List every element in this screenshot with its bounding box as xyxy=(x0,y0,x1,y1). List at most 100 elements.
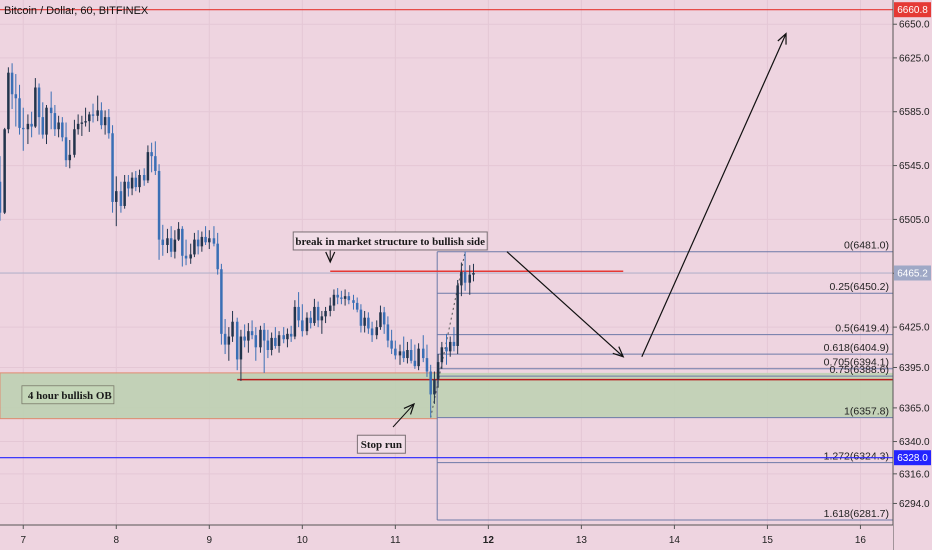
candle-body xyxy=(157,170,161,240)
price-tick-label: 6294.0 xyxy=(899,499,930,510)
candle-body xyxy=(231,321,234,337)
candle-body xyxy=(309,317,312,324)
candle-body xyxy=(3,129,6,213)
candle-body xyxy=(282,335,285,340)
candle-body xyxy=(286,333,289,340)
candle-body xyxy=(127,181,130,189)
candle-body xyxy=(88,114,91,122)
candle-body xyxy=(154,156,157,171)
candle-body xyxy=(107,117,111,134)
candle-body xyxy=(53,113,57,130)
candle-body xyxy=(80,122,84,124)
candle-body xyxy=(235,321,239,360)
candle-body xyxy=(289,333,293,337)
candle-body xyxy=(200,236,204,247)
candle-body xyxy=(73,129,76,155)
candle-body xyxy=(421,348,425,359)
candle-body xyxy=(18,98,21,128)
price-marker-badge xyxy=(894,265,931,281)
price-tick-label: 6585.0 xyxy=(899,107,930,118)
candle-body xyxy=(293,306,297,337)
candle-body xyxy=(274,337,277,346)
candle-body xyxy=(22,127,25,130)
candle-body xyxy=(91,114,95,116)
candle-body xyxy=(340,297,343,299)
candle-body xyxy=(270,337,273,350)
candle-body xyxy=(150,152,153,157)
candle-body xyxy=(161,239,165,245)
candle-body xyxy=(61,122,64,138)
candle-body xyxy=(301,320,304,332)
candle-body xyxy=(347,296,351,301)
price-marker-label: 6660.8 xyxy=(897,5,928,16)
candle-body xyxy=(468,274,472,283)
candle-body xyxy=(189,254,192,259)
candle-body xyxy=(184,255,188,259)
candle-body xyxy=(10,72,14,95)
fib-level-label: 0.5(6419.4) xyxy=(835,323,889,335)
candle-body xyxy=(440,347,444,363)
order-block-label-box xyxy=(21,385,115,405)
price-tick-label: 6425.0 xyxy=(899,323,930,334)
candle-body xyxy=(227,336,231,345)
annotation-box xyxy=(292,231,488,251)
candle-body xyxy=(146,152,150,181)
candle-body xyxy=(49,107,53,114)
candle-body xyxy=(57,122,60,130)
candle-body xyxy=(103,117,107,126)
time-axis-panel[interactable] xyxy=(0,525,893,550)
annotation-box xyxy=(356,434,406,454)
time-tick-label: 12 xyxy=(483,535,495,546)
candle-body xyxy=(243,336,246,341)
candle-body xyxy=(359,309,363,326)
time-tick-label: 13 xyxy=(576,535,588,546)
price-tick-label: 6365.0 xyxy=(899,403,930,414)
candle-body xyxy=(433,379,436,395)
horizontal-levels xyxy=(0,9,893,459)
candle-body xyxy=(34,87,37,127)
fib-level-label: 0.618(6404.9) xyxy=(824,342,889,354)
candle-body xyxy=(239,336,243,360)
candle-body xyxy=(367,317,370,329)
candle-body xyxy=(398,351,402,356)
candle-body xyxy=(119,191,123,206)
candle-body xyxy=(208,238,211,243)
price-tick-label: 6545.0 xyxy=(899,161,930,172)
candle-body xyxy=(452,341,456,346)
time-tick-label: 7 xyxy=(20,535,26,546)
candle-body xyxy=(332,294,336,306)
chart-title: Bitcoin / Dollar, 60, BITFINEX xyxy=(4,5,149,17)
fib-level-label: 1(6357.8) xyxy=(844,406,889,418)
candle-body xyxy=(30,123,33,127)
fib-trend-line xyxy=(430,251,466,418)
candle-body xyxy=(254,335,258,348)
candle-body xyxy=(14,94,18,99)
time-tick-label: 9 xyxy=(207,535,213,546)
fib-level-label: 0.705(6394.1) xyxy=(824,357,889,369)
candle-body xyxy=(409,350,413,361)
candle-body xyxy=(138,175,141,188)
stop-run-arrow-head xyxy=(403,402,415,415)
candle-body xyxy=(460,271,463,286)
fib-level-label: 1.618(6281.7) xyxy=(824,508,889,520)
time-tick-label: 10 xyxy=(297,535,309,546)
candle-body xyxy=(68,154,72,161)
candle-body xyxy=(413,360,417,367)
candle-body xyxy=(386,324,390,341)
candle-body xyxy=(130,177,134,189)
candle-body xyxy=(250,331,254,336)
candle-body xyxy=(220,269,223,334)
fib-level-label: 0.75(6388.6) xyxy=(829,364,889,376)
candle-body xyxy=(216,243,219,270)
time-tick-label: 8 xyxy=(113,535,119,546)
price-tick-label: 6395.0 xyxy=(899,363,930,374)
candle-body xyxy=(115,191,118,202)
candle-body xyxy=(456,285,459,346)
candle-body xyxy=(134,177,138,188)
candle-body xyxy=(41,117,45,135)
drawings xyxy=(325,32,787,428)
candle-body xyxy=(320,316,324,321)
candle-body xyxy=(84,121,87,123)
candle-body xyxy=(45,107,48,135)
